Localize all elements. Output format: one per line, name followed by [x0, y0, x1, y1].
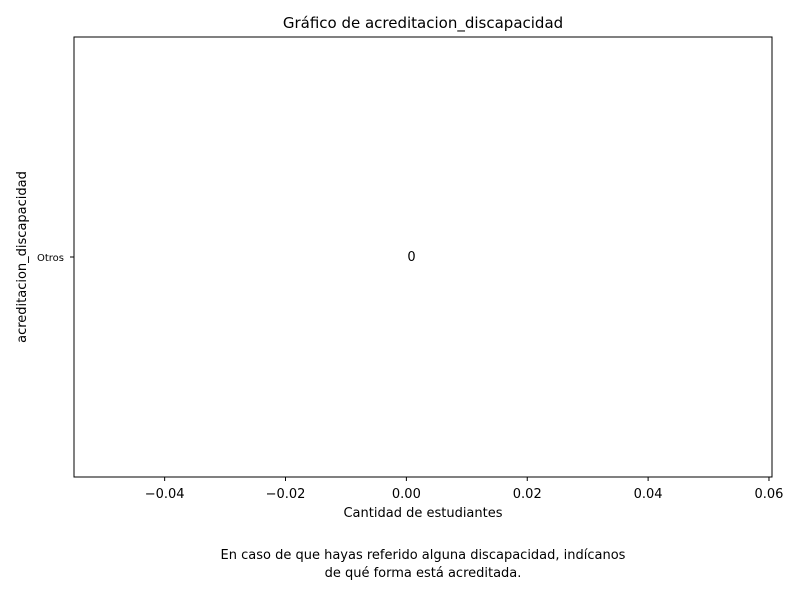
data-labels: 0: [407, 250, 415, 265]
plot-frame: [73, 36, 773, 478]
figure-caption-line-2: de qué forma está acreditada.: [324, 566, 522, 581]
x-tick-label: 0.04: [634, 487, 663, 502]
x-tick-label: 0.02: [513, 487, 542, 502]
x-axis-label: Cantidad de estudiantes: [343, 506, 502, 521]
x-axis-ticks: −0.04 −0.02 0.00 0.02 0.04 0.06: [145, 477, 784, 502]
y-tick-label: Otros: [37, 253, 64, 264]
data-label: 0: [407, 250, 415, 265]
x-tick-label: −0.02: [266, 487, 306, 502]
figure-caption-line-1: En caso de que hayas referido alguna dis…: [220, 548, 626, 563]
y-axis-label: acreditacion_discapacidad: [15, 171, 30, 343]
x-tick-label: −0.04: [145, 487, 185, 502]
chart-title: Gráfico de acreditacion_discapacidad: [283, 14, 563, 33]
x-tick-label: 0.06: [755, 487, 784, 502]
y-axis-ticks: Otros: [37, 253, 74, 264]
x-tick-label: 0.00: [392, 487, 421, 502]
plot-area: [73, 36, 773, 478]
